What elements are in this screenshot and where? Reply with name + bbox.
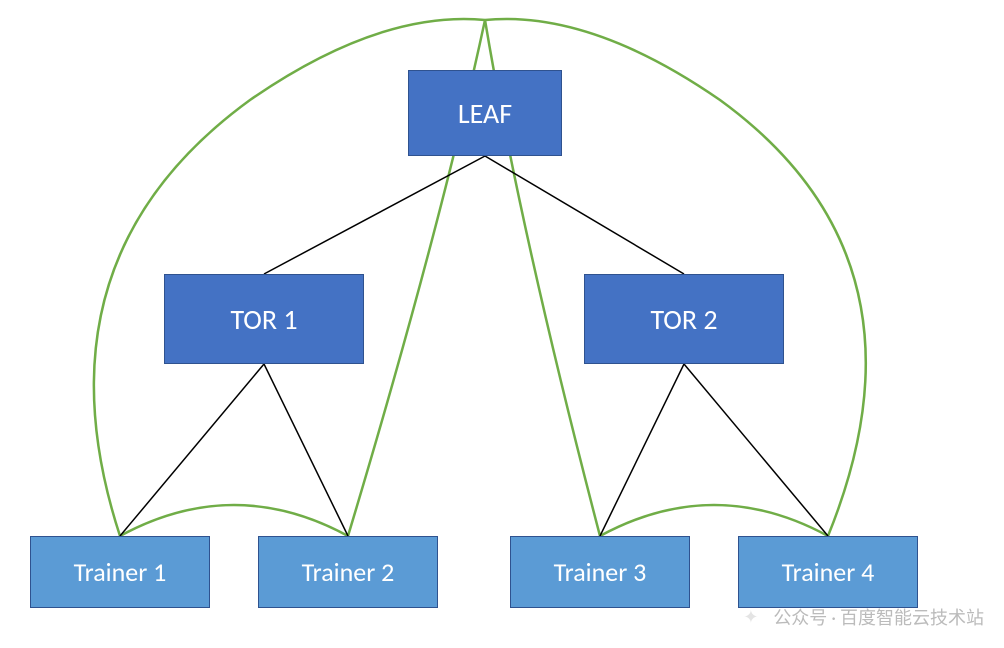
node-t4: Trainer 4 (738, 536, 918, 608)
watermark-text: 公众号 · 百度智能云技术站 (773, 604, 984, 630)
curve-edge-5 (600, 505, 828, 536)
node-tor2: TOR 2 (584, 274, 784, 364)
node-t2: Trainer 2 (258, 536, 438, 608)
node-label-t2: Trainer 2 (302, 556, 395, 588)
node-label-leaf: LEAF (458, 96, 512, 131)
watermark: 公众号 · 百度智能云技术站 (743, 604, 984, 630)
node-label-t3: Trainer 3 (554, 556, 647, 588)
node-leaf: LEAF (408, 70, 562, 156)
tree-edge-0 (264, 156, 485, 274)
node-t3: Trainer 3 (510, 536, 690, 608)
watermark-icon (743, 606, 765, 628)
node-label-tor2: TOR 2 (650, 302, 717, 337)
curve-edge-4 (120, 505, 348, 536)
node-t1: Trainer 1 (30, 536, 210, 608)
node-tor1: TOR 1 (164, 274, 364, 364)
node-label-t4: Trainer 4 (782, 556, 875, 588)
tree-edge-1 (485, 156, 684, 274)
node-label-t1: Trainer 1 (74, 556, 167, 588)
node-label-tor1: TOR 1 (230, 302, 297, 337)
